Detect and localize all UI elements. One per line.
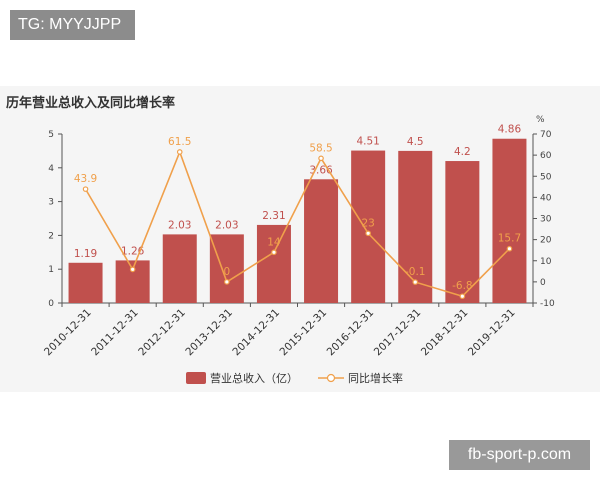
growth-rate-line (84, 149, 511, 298)
right-tick-label: 60 (540, 151, 552, 161)
growth-rate-point (318, 155, 324, 162)
revenue-bar-label: 2.31 (262, 210, 285, 222)
growth-rate-label: 0 (224, 266, 231, 278)
growth-rate-point (176, 149, 183, 155)
right-tick-label: 10 (540, 257, 552, 267)
legend-line-label: 同比增长率 (348, 371, 403, 385)
x-tick-label: 2014-12-31 (230, 307, 282, 359)
x-tick-label: 2011-12-31 (89, 307, 141, 359)
growth-rate-point (365, 230, 371, 237)
growth-rate-label: 23 (361, 217, 374, 229)
revenue-bar-label: 1.26 (121, 245, 145, 257)
revenue-bar (162, 234, 197, 303)
x-tick-label: 2018-12-31 (419, 307, 471, 359)
chart-title: 历年营业总收入及同比增长率 (6, 96, 176, 111)
left-tick-label: 5 (48, 130, 54, 140)
growth-rate-point (271, 249, 277, 256)
left-tick-label: 1 (48, 265, 54, 275)
revenue-bar-label: 2.03 (215, 219, 238, 231)
x-tick-label: 2010-12-31 (42, 307, 94, 359)
revenue-bar-label: 4.5 (407, 136, 424, 148)
right-tick-label: 40 (540, 193, 552, 203)
growth-rate-point (506, 245, 513, 252)
revenue-bar (445, 161, 480, 303)
revenue-bar-label: 1.19 (74, 248, 97, 260)
watermark-tag: TG: MYYJJPP (10, 10, 135, 40)
legend-bar-swatch (186, 372, 206, 384)
revenue-bar (351, 150, 386, 303)
growth-rate-point (129, 266, 136, 273)
revenue-bar-label: 2.03 (168, 219, 191, 231)
revenue-bar-label: 4.2 (454, 146, 471, 158)
revenue-bar (492, 138, 527, 303)
right-tick-label: -10 (540, 299, 555, 309)
site-watermark: fb-sport-p.com (449, 440, 590, 470)
right-axis-unit: % (536, 115, 545, 125)
growth-rate-point (224, 279, 230, 285)
growth-rate-label: 43.9 (74, 173, 97, 185)
left-tick-label: 3 (48, 198, 54, 208)
growth-rate-label: -0.1 (405, 266, 426, 278)
x-tick-label: 2017-12-31 (372, 307, 424, 359)
left-tick-label: 0 (48, 299, 54, 309)
legend-bar-label: 营业总收入（亿） (210, 371, 298, 385)
right-tick-label: 20 (540, 236, 552, 246)
revenue-bar (398, 150, 433, 303)
legend-line-marker (326, 373, 336, 383)
revenue-bar-label: 4.86 (498, 124, 522, 136)
x-tick-label: 2012-12-31 (136, 307, 188, 359)
growth-rate-point (82, 186, 89, 192)
x-tick-label: 2019-12-31 (466, 307, 518, 359)
growth-rate-label: -6.8 (452, 280, 473, 292)
left-tick-label: 2 (48, 231, 54, 241)
growth-rate-point (412, 279, 419, 285)
left-tick-label: 4 (48, 164, 54, 174)
right-tick-label: 50 (540, 172, 552, 182)
revenue-bar (256, 224, 291, 303)
growth-rate-label: 58.5 (309, 142, 332, 154)
right-tick-label: 0 (540, 278, 546, 288)
x-tick-label: 2016-12-31 (325, 307, 377, 359)
x-tick-label: 2015-12-31 (278, 307, 330, 359)
revenue-bar-label: 4.51 (356, 136, 379, 148)
right-tick-label: 30 (540, 215, 552, 225)
revenue-bar (304, 179, 339, 303)
growth-rate-label: 15.7 (498, 233, 521, 245)
growth-rate-label: 14 (267, 236, 281, 248)
growth-rate-point (459, 293, 466, 300)
x-tick-label: 2013-12-31 (183, 307, 235, 359)
right-tick-label: 70 (540, 130, 552, 140)
growth-rate-label: 61.5 (168, 136, 191, 148)
revenue-bar (209, 234, 244, 303)
revenue-bar (68, 262, 103, 303)
